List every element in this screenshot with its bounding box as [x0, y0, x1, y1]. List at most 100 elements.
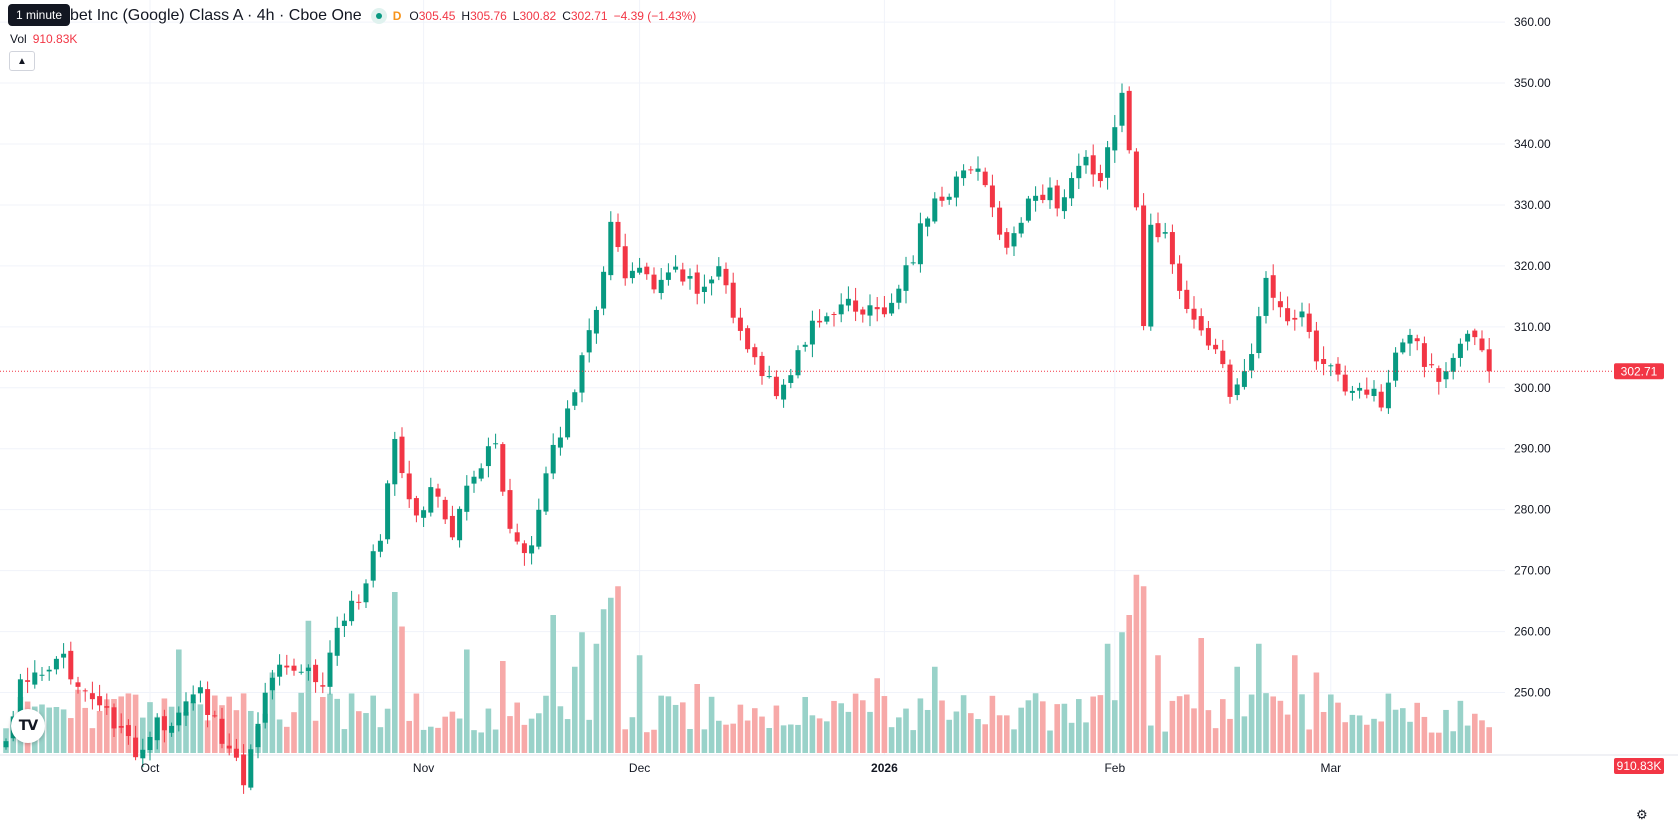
- volume-bar: [1436, 732, 1442, 753]
- symbol-title[interactable]: bet Inc (Google) Class A · 4h · Cboe One: [70, 7, 362, 24]
- volume-bar: [1284, 714, 1291, 753]
- market-status-icon[interactable]: [370, 8, 387, 24]
- volume-bar: [240, 693, 247, 753]
- volume-bar: [838, 703, 844, 753]
- candle-body: [269, 677, 275, 691]
- volume-bar: [507, 716, 513, 753]
- candle-body: [435, 488, 441, 497]
- candle-body: [752, 347, 758, 358]
- price-tick-label: 270.00: [1514, 564, 1551, 578]
- candle-body: [32, 672, 38, 685]
- volume-bar: [752, 708, 758, 753]
- time-tick-label: Feb: [1104, 761, 1125, 775]
- volume-bar: [1378, 721, 1384, 753]
- candle-body: [341, 620, 347, 627]
- candle-body: [1313, 330, 1319, 362]
- volume-bar: [636, 655, 643, 753]
- candle-body: [291, 665, 297, 671]
- volume-bar: [1277, 700, 1284, 753]
- candle-body: [205, 689, 211, 715]
- volume-bar: [579, 632, 585, 753]
- candle-body: [1025, 198, 1031, 221]
- candle-body: [845, 298, 851, 306]
- volume-bar: [363, 713, 369, 753]
- volume-bar: [896, 717, 902, 753]
- volume-legend[interactable]: Vol 910.83K: [10, 32, 77, 46]
- price-tick-label: 340.00: [1514, 137, 1551, 151]
- volume-bar: [1227, 718, 1233, 753]
- volume-bar: [384, 708, 391, 753]
- volume-bar: [766, 728, 772, 753]
- volume-bar: [845, 711, 852, 753]
- volume-bar: [1212, 728, 1219, 753]
- volume-bar: [204, 720, 211, 753]
- data-badge[interactable]: D: [392, 9, 402, 23]
- candle-body: [75, 682, 81, 687]
- candle-body: [485, 446, 491, 467]
- volume-bar: [1443, 709, 1449, 753]
- volume-bar: [1479, 720, 1485, 753]
- volume-bar: [1047, 730, 1053, 753]
- volume-bar: [615, 586, 621, 753]
- candle-body: [356, 601, 362, 603]
- price-tick-label: 280.00: [1514, 503, 1551, 517]
- volume-bar: [680, 702, 686, 753]
- volume-label: Vol: [10, 32, 27, 46]
- candle-body: [1270, 275, 1276, 298]
- volume-bar: [1457, 700, 1464, 753]
- volume-bar: [485, 708, 492, 753]
- volume-bar: [852, 693, 859, 753]
- candle-body: [1184, 289, 1190, 309]
- candle-body: [133, 737, 139, 758]
- volume-bar: [608, 597, 614, 753]
- candle-body: [320, 685, 326, 687]
- candle-body: [493, 443, 499, 445]
- high-label: H: [461, 9, 471, 23]
- price-tick-label: 330.00: [1514, 198, 1551, 212]
- volume-bar: [1299, 694, 1305, 753]
- volume-bar: [399, 626, 405, 753]
- volume-bar: [773, 705, 780, 753]
- symbol-legend[interactable]: bet Inc (Google) Class A · 4h · Cboe One…: [8, 4, 696, 28]
- low-value: L300.82: [513, 9, 556, 23]
- volume-bar: [924, 709, 931, 753]
- change-value: −4.39 (−1.43%): [613, 9, 697, 23]
- candle-body: [802, 344, 808, 347]
- candle-body: [1328, 365, 1334, 367]
- candle-body: [709, 279, 715, 284]
- last-volume-label: 910.83K: [1617, 759, 1662, 773]
- low-label: L: [512, 9, 520, 23]
- candle-body: [370, 551, 376, 581]
- volume-value: 910.83K: [32, 32, 78, 46]
- volume-bar: [176, 649, 182, 753]
- candle-body: [1169, 232, 1175, 265]
- candle-body: [1054, 185, 1060, 209]
- volume-bar: [744, 720, 751, 753]
- volume-bar: [939, 700, 945, 753]
- candle-body: [262, 692, 268, 723]
- volume-bar: [730, 723, 736, 753]
- candle-body: [1097, 172, 1103, 182]
- candle-body: [161, 716, 167, 731]
- volume-bar: [1205, 710, 1212, 753]
- volume-bar: [53, 707, 60, 753]
- candle-body: [1342, 374, 1348, 392]
- time-axis: Oct Nov Dec 2026 Feb Mar: [141, 761, 1341, 775]
- candle-body: [1213, 344, 1219, 350]
- volume-bar: [248, 710, 254, 753]
- gear-icon[interactable]: ⚙: [1636, 807, 1648, 822]
- volume-bar: [197, 704, 204, 753]
- volume-bar: [1364, 724, 1370, 753]
- candle-body: [809, 320, 815, 345]
- candle-body: [860, 309, 866, 315]
- candle-body: [1047, 187, 1053, 201]
- chevron-up-icon[interactable]: ▲: [9, 51, 35, 71]
- candle-body: [1349, 390, 1355, 393]
- candle-body: [1277, 301, 1283, 308]
- volume-bar: [132, 694, 139, 753]
- volume-bar: [68, 718, 74, 753]
- volume-bar: [708, 696, 715, 753]
- tradingview-logo-icon[interactable]: TV: [11, 709, 45, 743]
- candle-body: [1393, 352, 1399, 381]
